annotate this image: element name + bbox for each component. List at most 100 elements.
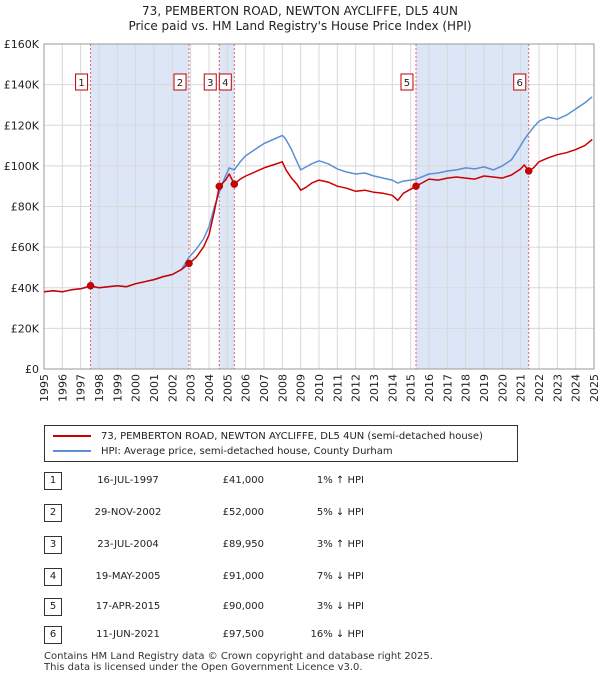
sale-marker-box (75, 73, 89, 91)
table-row: 1 16-JUL-1997 £41,000 1% ↑ HPI (44, 472, 544, 490)
x-tick-label: 1996 (56, 374, 69, 402)
sale-marker-label: 5 (404, 78, 410, 89)
x-tick-label: 2009 (295, 374, 308, 402)
title-line-2: Price paid vs. HM Land Registry's House … (128, 19, 472, 33)
sale-marker-box (203, 73, 217, 91)
sale-number-badge: 3 (44, 536, 62, 554)
legend-label-hpi: HPI: Average price, semi-detached house,… (101, 445, 393, 457)
x-tick-label: 2010 (313, 374, 326, 402)
x-tick-label: 2018 (460, 374, 473, 402)
sale-number-badge: 4 (44, 568, 62, 586)
sale-hpi-diff: 1% ↑ HPI (316, 475, 364, 486)
table-row: 5 17-APR-2015 £90,000 3% ↓ HPI (44, 598, 544, 616)
sale-hpi-diff: 5% ↓ HPI (316, 507, 364, 518)
y-tick-label: £40K (11, 282, 40, 295)
sale-hpi-diff: 7% ↓ HPI (316, 571, 364, 582)
sale-date: 23-JUL-2004 (97, 539, 159, 550)
x-tick-label: 2024 (570, 374, 583, 402)
x-tick-label: 2001 (148, 374, 161, 402)
x-tick-label: 2003 (185, 374, 198, 402)
x-tick-label: 2002 (166, 374, 179, 402)
sale-marker-box (513, 73, 527, 91)
sale-marker-box (218, 73, 232, 91)
x-tick-label: 2019 (478, 374, 491, 402)
sale-price: £97,500 (222, 629, 264, 640)
sale-point (185, 259, 193, 268)
sale-date: 29-NOV-2002 (94, 507, 162, 518)
sale-price: £89,950 (222, 539, 264, 550)
sale-marker-box (173, 73, 187, 91)
x-tick-label: 2020 (496, 374, 509, 402)
x-tick-label: 2015 (405, 374, 418, 402)
sale-point (215, 182, 224, 191)
x-tick-label: 2008 (276, 374, 289, 402)
sale-marker-badge: 4 (218, 73, 232, 91)
x-tick-label: 2007 (258, 374, 271, 402)
title-line-1: 73, PEMBERTON ROAD, NEWTON AYCLIFFE, DL5… (142, 4, 458, 18)
legend-item-hpi: HPI: Average price, semi-detached house,… (53, 444, 393, 458)
sale-date: 17-APR-2015 (95, 601, 161, 612)
footer-notice: Contains HM Land Registry data © Crown c… (44, 651, 433, 673)
x-tick-label: 2011 (331, 374, 344, 402)
sale-marker-badge: 5 (400, 73, 414, 91)
y-tick-label: £60K (11, 241, 40, 254)
sale-marker-label: 2 (177, 78, 183, 89)
legend-item-property: 73, PEMBERTON ROAD, NEWTON AYCLIFFE, DL5… (53, 429, 483, 443)
y-tick-label: £140K (4, 79, 40, 92)
sale-number-badge: 5 (44, 598, 62, 616)
table-row: 2 29-NOV-2002 £52,000 5% ↓ HPI (44, 504, 544, 522)
sale-marker-badge: 2 (173, 73, 187, 91)
sale-date: 16-JUL-1997 (97, 475, 159, 486)
footer-line-2: This data is licensed under the Open Gov… (44, 662, 363, 673)
y-tick-label: £120K (4, 119, 40, 132)
sale-price: £52,000 (222, 507, 264, 518)
chart-title: 73, PEMBERTON ROAD, NEWTON AYCLIFFE, DL5… (0, 4, 600, 34)
table-row: 3 23-JUL-2004 £89,950 3% ↑ HPI (44, 536, 544, 554)
x-tick-label: 2025 (588, 374, 600, 402)
x-tick-label: 2006 (240, 374, 253, 402)
sale-date: 11-JUN-2021 (96, 629, 160, 640)
sale-marker-label: 4 (222, 78, 228, 89)
sale-hpi-diff: 3% ↑ HPI (316, 539, 364, 550)
x-tick-label: 2004 (203, 374, 216, 402)
footer-line-1: Contains HM Land Registry data © Crown c… (44, 651, 433, 662)
x-tick-label: 2022 (533, 374, 546, 402)
sale-price: £90,000 (222, 601, 264, 612)
x-tick-label: 1998 (93, 374, 106, 402)
x-tick-label: 2017 (441, 374, 454, 402)
sale-point (230, 180, 239, 188)
sale-point (412, 182, 420, 190)
sale-hpi-diff: 3% ↓ HPI (316, 601, 364, 612)
x-tick-label: 2013 (368, 374, 381, 402)
table-row: 6 11-JUN-2021 £97,500 16% ↓ HPI (44, 626, 544, 644)
sale-marker-box (400, 73, 414, 91)
sale-marker-badge: 6 (513, 73, 527, 91)
sale-number-badge: 1 (44, 472, 62, 490)
sale-date: 19-MAY-2005 (95, 571, 161, 582)
x-tick-label: 2005 (221, 374, 234, 402)
sale-number-badge: 2 (44, 504, 62, 522)
chart-legend: 73, PEMBERTON ROAD, NEWTON AYCLIFFE, DL5… (44, 425, 518, 462)
y-tick-label: £80K (11, 201, 40, 214)
legend-swatch-property (53, 435, 91, 437)
sale-number-badge: 6 (44, 626, 62, 644)
y-tick-label: £160K (4, 38, 40, 51)
x-tick-label: 2012 (350, 374, 363, 402)
x-tick-label: 1997 (75, 374, 88, 402)
x-tick-label: 2016 (423, 374, 436, 402)
x-tick-label: 2014 (386, 374, 399, 402)
x-tick-label: 1995 (38, 374, 51, 402)
sale-point (86, 281, 95, 290)
y-tick-label: £100K (4, 160, 40, 173)
legend-swatch-hpi (53, 450, 91, 452)
sale-hpi-diff: 16% ↓ HPI (310, 629, 364, 640)
sale-point (524, 167, 533, 175)
sale-price: £91,000 (222, 571, 264, 582)
sale-marker-label: 1 (78, 78, 84, 89)
x-tick-label: 1999 (111, 374, 124, 402)
sale-marker-badge: 3 (203, 73, 217, 91)
legend-label-property: 73, PEMBERTON ROAD, NEWTON AYCLIFFE, DL5… (101, 430, 483, 442)
x-tick-label: 2021 (515, 374, 528, 402)
sale-marker-badge: 1 (75, 73, 89, 91)
